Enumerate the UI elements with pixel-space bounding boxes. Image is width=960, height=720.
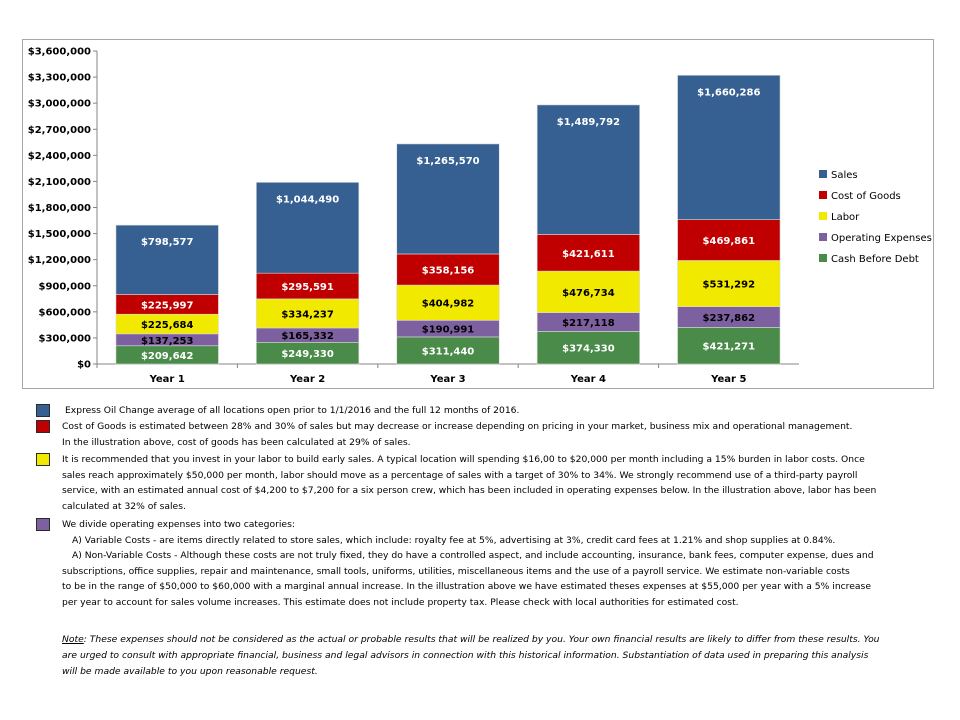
bar-segment-cost-of-goods: [536, 234, 640, 272]
y-tick-label: $2,700,000: [28, 125, 91, 136]
y-tick-label: $1,200,000: [28, 255, 91, 266]
disclaimer-line: Note: These expenses should not be consi…: [62, 632, 932, 648]
data-label-labor: $531,292: [703, 280, 756, 291]
y-tick-label: $900,000: [38, 281, 91, 292]
bar-segment-cash-before-debt: [396, 336, 500, 365]
data-label-cash-before-debt: $209,642: [141, 351, 194, 362]
sales-color-swatch: [36, 404, 50, 417]
y-tick-label: $2,400,000: [28, 151, 91, 162]
note-opex-line: subscriptions, office supplies, repair a…: [62, 565, 850, 577]
note-opex-line: We divide operating expenses into two ca…: [62, 519, 295, 530]
disclaimer-text: : These expenses should not be considere…: [83, 634, 880, 645]
legend-swatch-operating-expenses: [819, 233, 827, 241]
data-label-labor: $225,684: [141, 320, 194, 331]
data-label-cost-of-goods: $469,861: [703, 236, 756, 247]
bar-segment-sales: [677, 74, 781, 220]
note-opex-line: to be in the range of $50,000 to $60,000…: [62, 581, 871, 592]
bar-segment-cost-of-goods: [396, 253, 500, 286]
data-label-cash-before-debt: $374,330: [562, 344, 615, 355]
data-label-sales: $1,044,490: [276, 194, 339, 205]
bar-segment-sales: [536, 104, 640, 235]
data-label-labor: $334,237: [281, 309, 334, 320]
note-cogs-line: Cost of Goods is estimated between 28% a…: [62, 421, 853, 432]
y-tick-label: $2,100,000: [28, 177, 91, 188]
y-tick-label: $1,800,000: [28, 203, 91, 214]
bar-segment-labor: [396, 284, 500, 321]
cost-of-goods-color-swatch: [36, 420, 50, 433]
y-tick-label: $3,300,000: [28, 73, 91, 84]
bar-segment-sales: [396, 143, 500, 255]
note-labor: It is recommended that you invest in you…: [36, 452, 940, 516]
bar-segment-cash-before-debt: [677, 327, 781, 365]
legend-swatch-labor: [819, 212, 827, 220]
y-tick-label: $1,500,000: [28, 229, 91, 240]
bar-segment-cost-of-goods: [677, 219, 781, 261]
note-labor-line: calculated at 32% of sales.: [62, 500, 186, 512]
note-sales-line: Express Oil Change average of all locati…: [65, 405, 520, 416]
data-label-labor: $404,982: [422, 299, 475, 310]
y-tick-label: $600,000: [38, 307, 91, 318]
data-label-operating-expenses: $137,253: [141, 336, 194, 347]
note-cost-of-goods: Cost of Goods is estimated between 28% a…: [36, 419, 940, 451]
bar-segment-labor: [677, 260, 781, 307]
legend-swatch-cash-before-debt: [819, 254, 827, 262]
x-category-label: Year 5: [710, 374, 746, 385]
data-label-cash-before-debt: $249,330: [281, 349, 334, 360]
bar-segment-sales: [115, 224, 219, 295]
data-label-sales: $798,577: [141, 237, 194, 248]
legend-label-labor: Labor: [831, 212, 860, 223]
data-label-cash-before-debt: $311,440: [422, 346, 475, 357]
data-label-cost-of-goods: $421,611: [562, 249, 615, 260]
disclaimer: Note: These expenses should not be consi…: [62, 632, 932, 680]
data-label-operating-expenses: $217,118: [562, 318, 615, 329]
legend-label-operating-expenses: Operating Expenses: [831, 233, 932, 244]
note-opex-line: A) Variable Costs - are items directly r…: [72, 534, 836, 546]
stacked-bar-chart: $0 $300,000 $600,000 $900,000 $1,200,000 $1,5…: [28, 47, 932, 386]
data-label-cash-before-debt: $421,271: [703, 342, 756, 353]
legend-label-sales: Sales: [831, 170, 858, 181]
x-category-label: Year 3: [429, 374, 465, 385]
legend-label-cost-of-goods: Cost of Goods: [831, 191, 901, 202]
data-label-sales: $1,265,570: [416, 156, 479, 167]
data-label-sales: $1,660,286: [697, 87, 760, 98]
data-label-labor: $476,734: [562, 288, 615, 299]
bar-segment-labor: [256, 298, 360, 329]
data-label-cost-of-goods: $358,156: [422, 266, 475, 277]
legend-label-cash-before-debt: Cash Before Debt: [831, 254, 919, 265]
note-opex-line: per year to account for sales volume inc…: [62, 596, 739, 608]
note-opex-line: A) Non-Variable Costs - Although these c…: [72, 550, 874, 561]
note-labor-line: sales reach approximately $50,000 per mo…: [62, 469, 858, 481]
x-category-label: Year 2: [289, 374, 325, 385]
operating-expenses-color-swatch: [36, 518, 50, 531]
legend-swatch-sales: [819, 170, 827, 178]
y-tick-label: $3,600,000: [28, 47, 91, 58]
data-label-operating-expenses: $237,862: [703, 313, 756, 324]
y-tick-label: $0: [77, 360, 91, 371]
data-label-operating-expenses: $190,991: [422, 325, 475, 336]
disclaimer-label: Note: [62, 634, 84, 645]
bar-segment-cash-before-debt: [536, 331, 640, 365]
disclaimer-line: will be made available to you upon reaso…: [62, 666, 318, 677]
x-category-label: Year 4: [570, 374, 606, 385]
note-labor-line: It is recommended that you invest in you…: [62, 454, 865, 465]
y-tick-label: $300,000: [38, 333, 91, 344]
data-label-cost-of-goods: $295,591: [281, 282, 334, 293]
bar-segment-labor: [536, 270, 640, 313]
bar-segment-sales: [256, 182, 360, 274]
note-cogs-line: In the illustration above, cost of goods…: [62, 436, 411, 448]
data-label-operating-expenses: $165,332: [281, 331, 334, 342]
labor-color-swatch: [36, 453, 50, 466]
note-sales: Express Oil Change average of all locati…: [36, 403, 940, 419]
chart-frame: $0 $300,000 $600,000 $900,000 $1,200,000 $1,5…: [22, 39, 934, 389]
note-operating-expenses: We divide operating expenses into two ca…: [36, 517, 940, 617]
note-labor-line: service, with an estimated annual cost o…: [62, 485, 877, 496]
y-tick-label: $3,000,000: [28, 99, 91, 110]
data-label-cost-of-goods: $225,997: [141, 300, 194, 311]
x-category-label: Year 1: [149, 374, 185, 385]
disclaimer-line: are urged to consult with appropriate fi…: [62, 650, 869, 661]
data-label-sales: $1,489,792: [557, 117, 620, 128]
legend-swatch-cost-of-goods: [819, 191, 827, 199]
